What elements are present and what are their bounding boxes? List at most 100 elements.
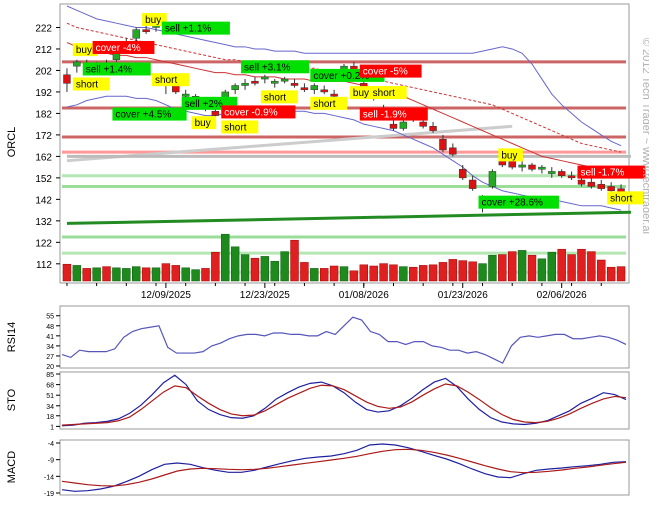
volume-bar <box>320 268 329 282</box>
signal-label-bg <box>310 96 348 110</box>
macd-plot <box>61 443 627 492</box>
signal-label-bg <box>161 21 230 35</box>
candle-body <box>389 123 398 129</box>
volume-bar <box>141 267 151 282</box>
volume-bar <box>508 251 517 282</box>
sto-axis-title: STO <box>6 388 18 411</box>
bollinger-upper-line <box>66 5 622 147</box>
candle-body <box>528 164 536 170</box>
candle-body <box>607 186 615 192</box>
volume-bar <box>290 239 299 282</box>
macd-axis-title: MACD <box>6 451 18 483</box>
signal-label: sell -1.7% <box>577 165 646 179</box>
date-x-tick-label: 01/08/2026 <box>339 290 389 301</box>
date-x-tick-label: 01/23/2026 <box>438 290 488 301</box>
volume-bar <box>428 264 438 282</box>
indicator-y-tick-label: 48 <box>46 324 54 331</box>
volume-bar <box>527 254 537 282</box>
signal-label-text: buy <box>195 118 211 129</box>
signal-label-bg <box>72 43 98 57</box>
candle-body <box>271 80 279 84</box>
signal-label: buy <box>191 116 217 130</box>
price-y-tick-label: 202 <box>35 66 52 77</box>
signal-label-text: sell +3.1% <box>244 62 291 73</box>
copyright-watermark: © 2012 Tech Trader ~ www.techtrader.ai <box>640 38 649 234</box>
signal-label-text: buy <box>76 45 92 56</box>
volume-bar <box>270 260 279 282</box>
volume-bar <box>240 254 250 282</box>
price-y-tick-label: 222 <box>35 23 52 34</box>
volume-bar <box>458 260 467 282</box>
signal-label-bg <box>349 86 375 100</box>
signal-label-text: sell +1.1% <box>165 24 212 35</box>
macd-y-axis: -19 -14 -9 -4 <box>44 441 60 498</box>
price-y-tick-label: 112 <box>36 260 52 271</box>
signal-label: short <box>72 77 110 91</box>
candle-body <box>112 53 121 60</box>
signal-label-text: cover -5% <box>363 67 408 78</box>
candle-body <box>508 160 516 168</box>
indicator-y-tick-label: 51 <box>46 393 54 400</box>
volume-bar <box>181 267 190 282</box>
indicator-y-tick-label: 55 <box>46 314 54 321</box>
indicator-series-line <box>61 443 627 492</box>
volume-bar <box>488 254 497 282</box>
volume-bar <box>300 262 309 282</box>
date-x-tick-label: 02/06/2026 <box>537 290 587 301</box>
signal-label-text: buy <box>353 88 369 99</box>
candle-body <box>567 175 576 179</box>
stochastic-plot <box>61 374 627 427</box>
price-y-tick-label: 212 <box>35 45 52 56</box>
volume-bar <box>418 265 428 282</box>
volume-bar <box>557 248 566 282</box>
price-y-tick-label: 122 <box>35 238 52 249</box>
signal-label: sell +3.1% <box>241 60 310 74</box>
volume-bar <box>547 251 556 282</box>
signal-label-bg <box>72 77 110 91</box>
indicator-y-tick-label: 1 <box>50 424 54 431</box>
volume-bar <box>438 262 448 282</box>
candle-body <box>538 166 546 170</box>
indicator-y-tick-label: 18 <box>46 414 54 421</box>
volume-bar <box>468 261 477 282</box>
candle-body <box>468 179 477 189</box>
sto-y-axis: 1 18 34 51 68 85 <box>46 372 60 431</box>
candle-body <box>211 111 220 116</box>
signal-label: short <box>260 90 298 104</box>
signal-label-bg <box>152 73 189 87</box>
signal-label-text: short <box>224 122 246 133</box>
signal-label: buy <box>498 148 523 162</box>
candle-body <box>181 93 190 97</box>
signal-label-bg <box>221 120 259 134</box>
rsi-y-axis: 20 27 34 41 48 55 <box>46 314 60 371</box>
candle-body <box>518 164 526 168</box>
candle-body <box>419 121 427 127</box>
trade-signals: buy sell +1.4% short cover -4% buy sell +1.1%… <box>72 13 646 209</box>
price-y-tick-label: 192 <box>35 88 52 99</box>
signal-label-text: short <box>373 88 395 99</box>
price-y-tick-label: 152 <box>35 174 52 185</box>
signal-label: cover +28.6% <box>478 195 559 209</box>
volume-bar <box>92 267 101 282</box>
signal-label-text: short <box>155 75 177 86</box>
indicator-y-tick-label: 85 <box>46 372 54 379</box>
signal-label-bg <box>260 90 298 104</box>
volume-bar <box>399 266 408 282</box>
candle-body <box>320 89 328 93</box>
candle-body <box>142 29 150 33</box>
price-y-axis: 112 122 132 142 152 162 172 182 192 202 212 222 <box>35 23 60 271</box>
signal-label-bg <box>191 116 217 130</box>
signal-label: buy <box>72 43 98 57</box>
candle-body <box>399 121 408 129</box>
signal-label: cover -4% <box>92 40 155 54</box>
candle-body <box>488 171 497 187</box>
signal-label-bg <box>92 40 155 54</box>
signal-label-text: cover -4% <box>96 43 141 54</box>
indicator-y-tick-label: 41 <box>46 334 54 341</box>
candle-body <box>251 80 259 84</box>
volume-bar <box>478 263 487 282</box>
signal-label-bg <box>498 148 523 162</box>
signal-label-text: sell +1.4% <box>86 64 133 75</box>
volume-bar <box>389 264 398 282</box>
signal-label-text: buy <box>501 150 517 161</box>
